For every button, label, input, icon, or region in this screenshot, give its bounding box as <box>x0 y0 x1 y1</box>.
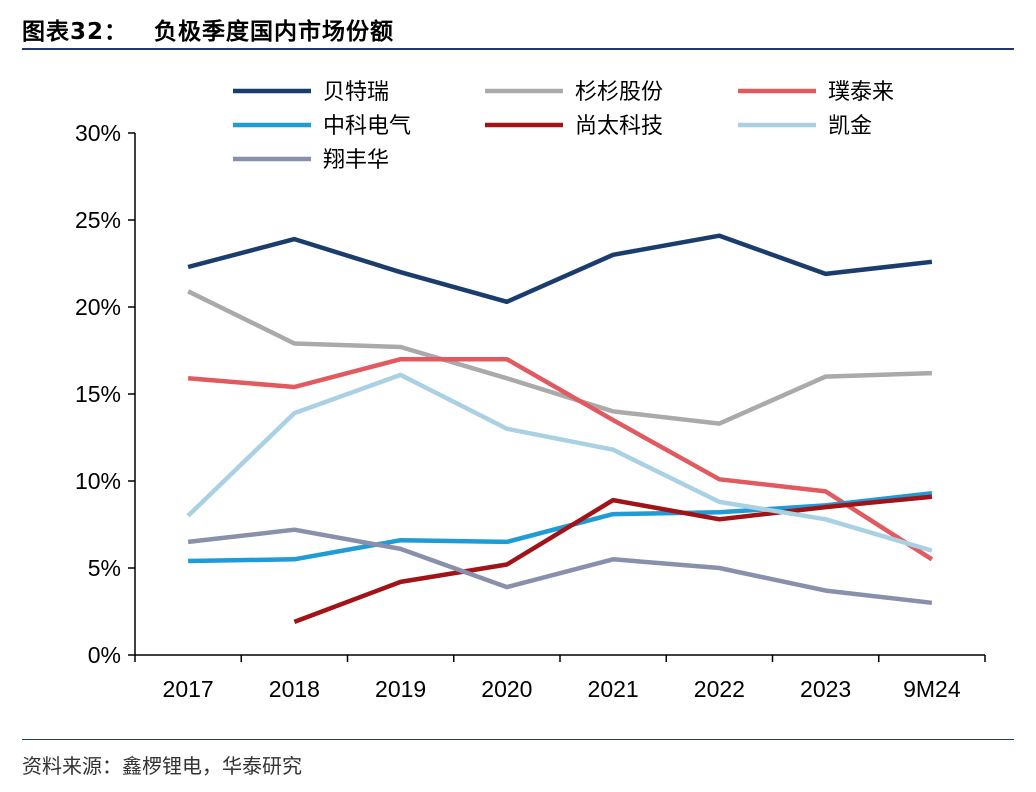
x-tick-label: 9M24 <box>903 676 961 702</box>
series-line <box>188 490 933 564</box>
legend-label: 璞泰来 <box>828 80 894 105</box>
chart-axes: 0% 5% 10% 15% 20% 25% 30% 2017 2018 2019 2020 2021 2… <box>75 120 986 702</box>
legend-label: 杉杉股份 <box>575 80 663 105</box>
source-note: 资料来源：鑫椤锂电，华泰研究 <box>22 754 302 778</box>
figure-title-text: 负极季度国内市场份额 <box>154 19 395 45</box>
x-tick-label: 2019 <box>375 676 426 702</box>
x-tick-label: 2017 <box>163 676 214 702</box>
y-tick-label: 20% <box>75 294 121 320</box>
x-tick-label: 2020 <box>481 676 532 702</box>
legend-label: 凯金 <box>828 114 872 139</box>
series-line <box>187 356 934 562</box>
y-tick-label: 15% <box>75 381 121 407</box>
x-tick-label: 2018 <box>269 676 320 702</box>
legend-label: 中科电气 <box>323 114 411 139</box>
y-tick-label: 25% <box>75 207 121 233</box>
x-tick-label: 2022 <box>694 676 745 702</box>
series-line <box>187 527 933 606</box>
title-rule <box>22 48 1014 50</box>
legend-label: 贝特瑞 <box>323 80 389 105</box>
x-tick-label: 2023 <box>800 676 851 702</box>
x-tick-label: 2021 <box>588 676 639 702</box>
y-tick-label: 0% <box>88 642 121 668</box>
series-line <box>187 289 932 426</box>
chart-series <box>186 233 934 625</box>
series-line <box>187 233 933 305</box>
figure-number: 图表32： <box>22 19 129 45</box>
y-tick-label: 10% <box>75 468 121 494</box>
source-rule <box>22 739 1014 740</box>
legend-label: 翔丰华 <box>323 148 389 173</box>
figure-title: 图表32： 负极季度国内市场份额 <box>22 12 394 46</box>
y-tick-label: 30% <box>75 120 121 146</box>
series-line <box>186 372 933 553</box>
y-tick-label: 5% <box>88 555 121 581</box>
series-line <box>293 494 933 625</box>
legend-label: 尚太科技 <box>575 114 663 139</box>
